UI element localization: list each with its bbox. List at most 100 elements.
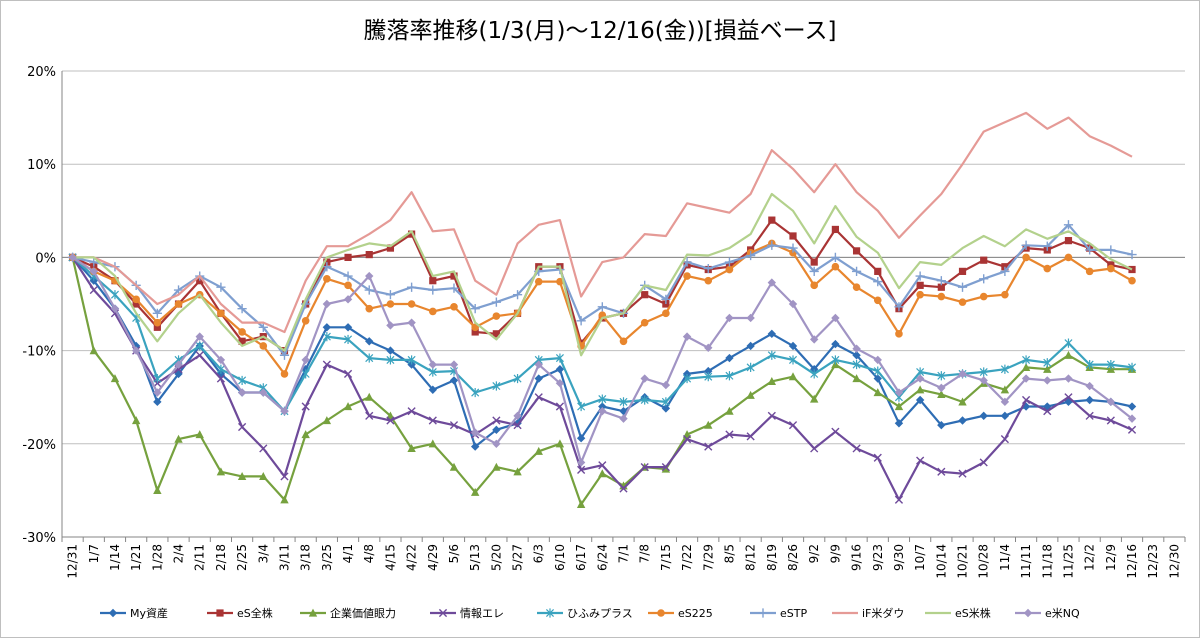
data-point: [979, 292, 988, 301]
data-point: [937, 292, 946, 301]
data-point: [1128, 265, 1136, 274]
data-point: [725, 371, 734, 381]
x-tick-label: 10/14: [934, 544, 948, 579]
data-point: [280, 472, 289, 481]
data-point: [958, 469, 967, 478]
data-point: [915, 385, 925, 394]
data-point: [704, 420, 713, 429]
data-point: [852, 444, 861, 453]
data-point: [301, 355, 310, 365]
data-point: [322, 262, 332, 272]
x-tick-label: 8/5: [722, 544, 736, 563]
legend-label: iF米ダウ: [862, 606, 904, 620]
data-point: [957, 282, 968, 292]
data-point: [1128, 276, 1136, 285]
data-point: [1000, 364, 1009, 374]
legend-label: ひふみプラス: [567, 607, 633, 620]
data-point: [894, 302, 904, 312]
data-point: [810, 444, 819, 453]
x-tick-label: 3/25: [320, 544, 334, 571]
data-point: [831, 225, 839, 234]
data-point: [407, 300, 416, 308]
data-point: [492, 381, 501, 391]
chart-title: 騰落率推移(1/3(月)～12/16(金))[損益ベース]: [364, 18, 837, 44]
y-tick-label: -30%: [22, 531, 56, 546]
data-point: [259, 388, 268, 397]
data-point: [1106, 397, 1116, 407]
data-point: [577, 465, 586, 474]
data-point: [662, 300, 670, 308]
data-point: [725, 353, 734, 363]
data-point: [216, 364, 225, 374]
data-point: [576, 434, 586, 443]
data-point: [1128, 362, 1137, 372]
data-point: [937, 283, 945, 291]
data-point: [534, 446, 543, 455]
data-point: [110, 304, 120, 313]
data-point: [1021, 240, 1031, 250]
data-point: [958, 267, 967, 275]
data-point: [746, 390, 755, 399]
data-point: [238, 422, 247, 432]
data-point: [746, 250, 756, 261]
data-point: [344, 281, 352, 290]
data-point: [513, 467, 522, 476]
data-point: [364, 285, 374, 295]
data-point: [343, 295, 353, 304]
legend-label: 情報エレ: [460, 607, 504, 620]
x-tick-label: 5/20: [489, 544, 503, 571]
data-point: [915, 271, 925, 281]
data-point: [809, 394, 819, 403]
x-tick-label: 4/22: [405, 544, 419, 571]
data-point: [619, 414, 628, 423]
series-9: [72, 192, 1133, 357]
data-point: [576, 499, 586, 508]
y-tick-label: -20%: [22, 438, 56, 453]
x-tick-label: 7/15: [659, 544, 673, 571]
data-point: [195, 430, 204, 439]
data-point: [280, 370, 289, 378]
x-tick-label: 7/29: [701, 544, 715, 571]
legend-label: My資産: [130, 607, 168, 620]
data-point: [979, 376, 988, 385]
data-point: [492, 425, 501, 435]
data-point: [470, 428, 480, 437]
x-tick-label: 12/9: [1104, 544, 1118, 571]
data-point: [576, 316, 586, 326]
data-point: [810, 258, 818, 266]
data-point: [958, 298, 967, 306]
data-point: [725, 406, 734, 415]
data-point: [534, 374, 543, 383]
data-point: [746, 313, 755, 323]
data-point: [429, 307, 437, 316]
data-point: [1022, 355, 1031, 365]
legend-label: eS米株: [955, 606, 991, 620]
data-point: [1127, 402, 1137, 411]
data-point: [1043, 376, 1052, 385]
data-point: [577, 401, 586, 412]
data-point: [343, 402, 353, 411]
data-point: [979, 274, 989, 284]
data-point: [512, 290, 523, 300]
data-point: [662, 309, 670, 318]
x-tick-label: 2/11: [193, 544, 207, 571]
data-point: [1085, 359, 1094, 370]
x-tick-label: 10/21: [956, 544, 970, 579]
data-point: [958, 369, 967, 379]
data-point: [873, 355, 882, 365]
data-point: [470, 304, 480, 314]
legend-item: 企業価値眼力: [300, 606, 396, 620]
x-tick-label: 1/21: [129, 544, 143, 571]
data-point: [657, 609, 665, 617]
series-group: [67, 111, 1137, 508]
x-tick-label: 4/8: [362, 544, 376, 563]
x-tick-label: 5/27: [511, 544, 525, 571]
legend-item: eS225: [648, 607, 713, 620]
data-point: [89, 267, 98, 276]
data-point: [958, 416, 967, 425]
data-point: [492, 330, 500, 338]
data-point: [132, 295, 140, 304]
data-point: [704, 276, 713, 285]
data-point: [661, 397, 670, 407]
axes: 20% 10% 0% -10% -20% -30% 12/31 1/7 1/14 1/21 1/28…: [22, 65, 1186, 579]
